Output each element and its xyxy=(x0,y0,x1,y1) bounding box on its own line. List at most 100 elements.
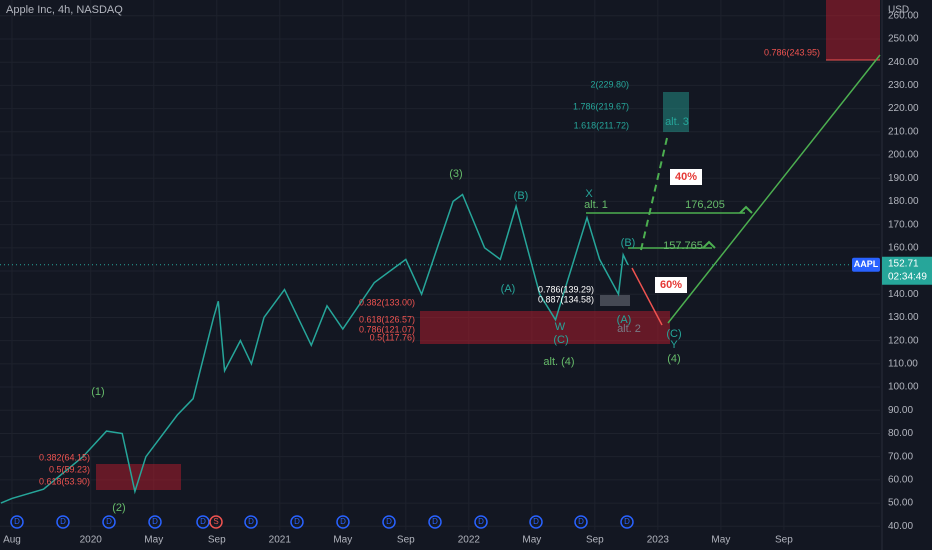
wave-label: (B) xyxy=(514,190,529,202)
price-label: 152.71 xyxy=(888,258,919,269)
arrow xyxy=(739,205,753,214)
event-marker xyxy=(148,515,162,529)
arrow xyxy=(702,240,716,249)
x-tick-label: Aug xyxy=(3,535,21,546)
event-marker xyxy=(56,515,70,529)
event-marker xyxy=(209,515,223,529)
event-label: S xyxy=(213,517,218,526)
zone xyxy=(600,295,630,306)
projection xyxy=(631,267,663,326)
symbol-label: AAPL xyxy=(854,259,879,269)
event-label: D xyxy=(386,517,392,526)
chart-title: Apple Inc, 4h, NASDAQ xyxy=(6,4,123,16)
y-tick-label: 240.00 xyxy=(888,57,919,68)
percent-label: 60% xyxy=(660,279,682,291)
fib-label: 0.786(243.95) xyxy=(764,47,820,57)
event-marker xyxy=(574,515,588,529)
event-label: D xyxy=(432,517,438,526)
fib-zone xyxy=(826,0,880,60)
wave-label: alt. 3 xyxy=(665,116,689,128)
y-tick-label: 180.00 xyxy=(888,196,919,207)
x-axis xyxy=(0,530,882,550)
y-tick-label: 170.00 xyxy=(888,219,919,230)
wave-label: (B) xyxy=(621,237,636,249)
fib-label: 1.786(219.67) xyxy=(573,101,629,111)
x-tick-label: 2022 xyxy=(458,535,481,546)
symbol-tag xyxy=(852,257,880,272)
wave-label: (3) xyxy=(449,168,462,180)
wave-label: 157.765 xyxy=(663,240,703,252)
y-tick-label: 120.00 xyxy=(888,335,919,346)
fib-label: 0.786(139.29) xyxy=(538,284,594,294)
fib-label: 0.382(133.00) xyxy=(359,297,415,307)
y-tick-label: 100.00 xyxy=(888,382,919,393)
fib-label: 0.618(126.57) xyxy=(359,314,415,324)
event-marker xyxy=(474,515,488,529)
wave-label: X xyxy=(585,188,593,200)
event-marker xyxy=(382,515,396,529)
event-label: D xyxy=(14,517,20,526)
wave-label: (C) xyxy=(666,328,681,340)
y-tick-label: 70.00 xyxy=(888,451,913,462)
fib-label: 0.382(64.15) xyxy=(39,452,90,462)
fib-label: 1.618(211.72) xyxy=(574,120,629,130)
wave-label: alt. 1 xyxy=(584,199,608,211)
x-tick-label: 2021 xyxy=(269,535,292,546)
x-tick-label: Sep xyxy=(397,535,415,546)
event-label: D xyxy=(533,517,539,526)
x-tick-label: Sep xyxy=(775,535,793,546)
wave-label: alt. (4) xyxy=(543,356,574,368)
y-tick-label: 50.00 xyxy=(888,498,913,509)
x-tick-label: May xyxy=(333,535,352,546)
x-tick-label: 2020 xyxy=(80,535,103,546)
target-zone xyxy=(663,92,689,132)
event-marker xyxy=(290,515,304,529)
y-tick-label: 110.00 xyxy=(888,358,918,369)
percent-box xyxy=(670,169,702,185)
fib-label: 0.887(134.58) xyxy=(538,294,594,304)
y-tick-label: 90.00 xyxy=(888,405,913,416)
event-marker xyxy=(10,515,24,529)
event-marker xyxy=(196,515,210,529)
fib-label: 0.5(117.76) xyxy=(370,332,415,342)
y-tick-label: 210.00 xyxy=(888,126,919,137)
wave-label: alt. 2 xyxy=(617,323,641,335)
y-tick-label: 250.00 xyxy=(888,34,919,45)
event-label: D xyxy=(578,517,584,526)
percent-box xyxy=(655,277,687,293)
y-tick-label: 230.00 xyxy=(888,80,919,91)
price-tag xyxy=(882,256,932,285)
wave-label: Y xyxy=(670,339,678,351)
event-marker xyxy=(529,515,543,529)
y-tick-label: 60.00 xyxy=(888,475,913,486)
event-label: D xyxy=(200,517,206,526)
y-tick-label: 190.00 xyxy=(888,173,919,184)
fib-label: 0.618(53.90) xyxy=(39,476,90,486)
x-tick-label: May xyxy=(711,535,730,546)
event-label: D xyxy=(478,517,484,526)
y-tick-label: 80.00 xyxy=(888,428,913,439)
wave-label: (4) xyxy=(667,353,680,365)
wave-label: (A) xyxy=(617,314,632,326)
event-label: D xyxy=(624,517,630,526)
event-label: D xyxy=(340,517,346,526)
event-marker xyxy=(336,515,350,529)
y-tick-label: 130.00 xyxy=(888,312,919,323)
wave-label: 176,205 xyxy=(685,199,725,211)
event-label: D xyxy=(294,517,300,526)
fib-label: 2(229.80) xyxy=(590,79,629,89)
fib-label: 0.5(59.23) xyxy=(49,464,90,474)
event-marker xyxy=(620,515,634,529)
x-tick-label: May xyxy=(144,535,163,546)
event-label: D xyxy=(152,517,158,526)
event-label: D xyxy=(60,517,66,526)
percent-label: 40% xyxy=(675,171,697,183)
price-line xyxy=(0,193,629,504)
y-tick-label: 200.00 xyxy=(888,150,919,161)
y-tick-label: 140.00 xyxy=(888,289,919,300)
fib-zone xyxy=(420,311,670,344)
y-tick-label: 260.00 xyxy=(888,10,919,21)
y-axis-label: USD xyxy=(888,5,909,16)
x-tick-label: May xyxy=(522,535,541,546)
